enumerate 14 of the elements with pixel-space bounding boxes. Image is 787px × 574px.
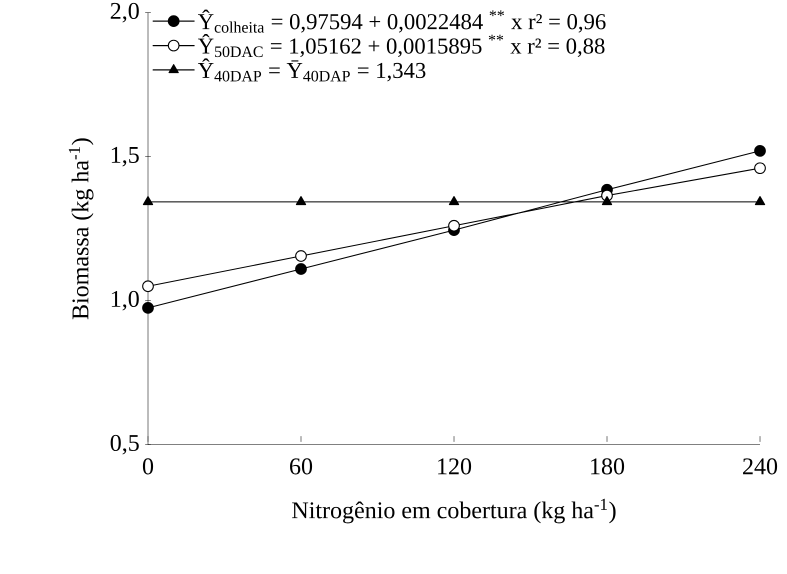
- legend-label: Ŷ$_{50DAC}$ = 1,05162 + 0,0015895 $^{**}$ x r² = 0,88: [198, 34, 604, 58]
- y-tick-label: 1,0: [112, 290, 139, 310]
- x-axis-title: Nitrogênio em cobertura (kg ha$^{-1}$): [292, 498, 616, 524]
- y-tick-label: 1,5: [112, 146, 139, 166]
- x-tick-label: 60: [290, 458, 312, 474]
- y-tick-label: 2,0: [110, 2, 139, 22]
- x-tick-label: 120: [438, 458, 472, 474]
- x-tick-label: 0: [142, 458, 154, 474]
- x-tick-label: 180: [591, 458, 624, 474]
- x-tick-label: 240: [743, 458, 778, 474]
- legend-label: Ŷ$_{40DAP}$ = Ȳ$_{40DAP}$ = 1,343: [198, 58, 426, 82]
- y-tick-label: 0,5: [110, 434, 139, 455]
- legend-label: Ŷ$_{colheita}$ = 0,97594 + 0,0022484 $^{**}$ x r² = 0,96: [198, 10, 606, 33]
- y-axis-title: Biomassa (kg ha$^{-1}$): [68, 138, 94, 320]
